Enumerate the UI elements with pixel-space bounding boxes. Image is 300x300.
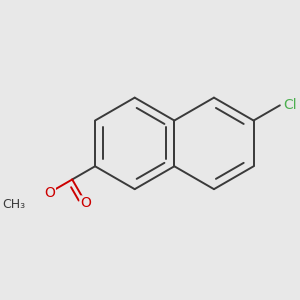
Text: O: O [81, 196, 92, 211]
Text: Cl: Cl [284, 98, 297, 112]
Text: O: O [44, 186, 55, 200]
Text: CH₃: CH₃ [2, 198, 25, 211]
